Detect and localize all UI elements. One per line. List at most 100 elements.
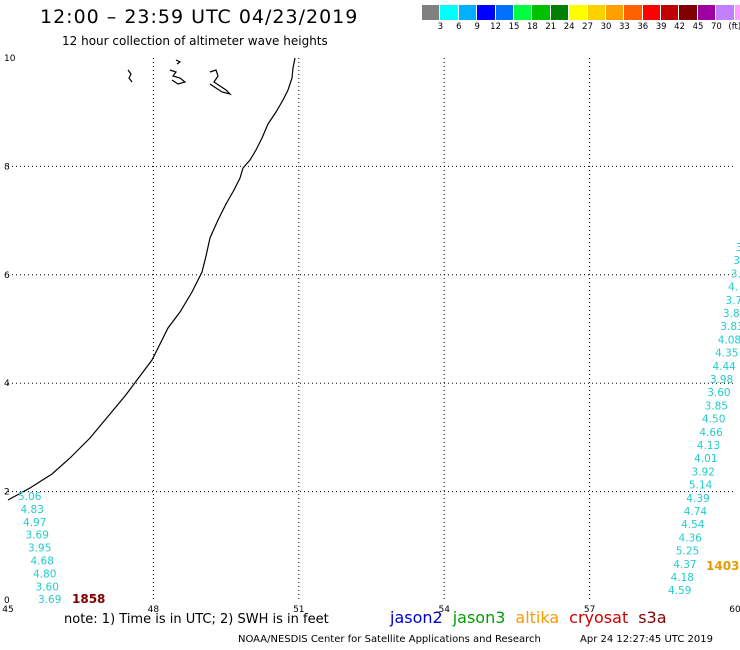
wave-height-value: 3. (731, 268, 740, 280)
wave-height-value: 3.92 (692, 466, 715, 478)
footer-note: note: 1) Time is in UTC; 2) SWH is in fe… (64, 612, 329, 627)
wave-height-value: 3.69 (38, 594, 61, 606)
y-tick-label: 10 (4, 54, 16, 64)
island-1 (127, 69, 133, 83)
satellite-altika: altika (515, 608, 560, 627)
wave-height-value: 4.08 (718, 334, 740, 346)
scale-swatch (458, 5, 478, 20)
y-tick-label: 0 (4, 596, 10, 606)
scale-swatch (679, 5, 698, 20)
wave-height-value: 5.25 (676, 546, 699, 558)
timestamp-text: Apr 24 12:27:45 UTC 2019 (580, 634, 713, 645)
satellite-cryosat: cryosat (569, 608, 629, 627)
scale-swatch (422, 5, 441, 20)
scale-swatch (550, 5, 570, 20)
y-tick-label: 2 (4, 488, 10, 498)
map-grid (8, 58, 735, 600)
scale-swatch (697, 5, 717, 20)
scale-swatch (477, 5, 496, 20)
wave-height-value: 3.98 (710, 374, 733, 386)
wave-height-value: 4.39 (686, 493, 709, 505)
y-tick-label: 6 (4, 271, 10, 281)
x-tick-label: 57 (584, 605, 595, 615)
right-track-values: 3.3.3.4.3.73.83.834.084.354.443.983.603.… (668, 242, 740, 597)
wave-height-value: 5.06 (18, 491, 42, 503)
wave-height-value: 4.13 (697, 440, 720, 452)
wave-height-value: 3.8 (723, 308, 740, 320)
scale-swatch (605, 5, 625, 20)
scale-label: 36 (637, 22, 649, 32)
scale-label: 12 (490, 22, 502, 32)
wave-height-value: 4.44 (712, 361, 736, 373)
x-tick-label: 51 (293, 605, 304, 615)
satellite-jason2: jason2 (390, 608, 443, 627)
wave-height-value: 3.7 (726, 295, 740, 307)
satellite-s3a: s3a (638, 608, 667, 627)
wave-height-value: 4.66 (699, 427, 723, 439)
wave-height-value: 4.36 (678, 532, 702, 544)
wave-height-value: 4.97 (23, 517, 46, 529)
scale-label: (ft) (728, 22, 740, 32)
wave-height-value: 4.37 (673, 559, 696, 571)
wave-height-value: 4.59 (668, 585, 691, 597)
scale-label: 42 (674, 22, 686, 32)
left-track-values: 5.064.834.973.693.954.684.803.603.69 (18, 491, 61, 606)
scale-label: 70 (710, 22, 722, 32)
coastline (7, 57, 296, 501)
credit-text: NOAA/NESDIS Center for Satellite Applica… (238, 634, 541, 645)
scale-swatch (716, 5, 735, 20)
scale-swatch (495, 5, 514, 20)
wave-height-value: 3.60 (36, 581, 59, 593)
scale-label: 39 (655, 22, 667, 32)
left-track-time: 1858 (72, 592, 105, 606)
scale-label: 30 (600, 22, 612, 32)
scale-label: 6 (456, 22, 462, 32)
wave-height-value: 3. (736, 242, 740, 254)
x-tick-label: 54 (438, 605, 450, 615)
right-track-time: 1403 (706, 559, 739, 573)
wave-height-value: 4.18 (671, 572, 694, 584)
wave-height-value: 3.60 (707, 387, 730, 399)
x-tick-label: 60 (729, 605, 740, 615)
wave-height-value: 4. (728, 282, 738, 294)
x-tick-label: 48 (148, 605, 160, 615)
scale-swatch (513, 5, 533, 20)
wave-height-value: 4.01 (694, 453, 717, 465)
wave-height-value: 4.50 (702, 414, 725, 426)
scale-label: 27 (582, 22, 594, 32)
scale-label: 33 (618, 22, 630, 32)
chart-title: 12:00 – 23:59 UTC 04/23/2019 (40, 6, 359, 28)
scale-swatch (569, 5, 588, 20)
wave-height-value: 4.68 (31, 556, 54, 568)
scale-swatch (440, 5, 459, 20)
island-4 (209, 69, 232, 96)
wave-height-value: 4.83 (21, 504, 44, 516)
wave-height-value: 3.85 (705, 400, 728, 412)
wave-height-value: 3.69 (26, 530, 49, 542)
scale-swatch (624, 5, 643, 20)
scale-label: 21 (545, 22, 557, 32)
wave-height-value: 4.74 (684, 506, 708, 518)
wave-height-value: 4.80 (33, 568, 56, 580)
wave-height-value: 5.14 (689, 480, 713, 492)
scale-swatch (661, 5, 680, 20)
scale-label: 24 (563, 22, 575, 32)
scale-swatch (734, 5, 740, 20)
wave-height-value: 4.54 (681, 519, 705, 531)
scale-swatch (587, 5, 606, 20)
scale-label: 45 (692, 22, 704, 32)
chart-subtitle: 12 hour collection of altimeter wave hei… (62, 34, 328, 48)
scale-label: 3 (437, 22, 444, 32)
scale-label: 15 (508, 22, 520, 32)
wave-height-value: 3. (733, 255, 740, 267)
y-tick-label: 4 (4, 379, 10, 389)
scale-swatch (532, 5, 551, 20)
wave-height-value: 3.95 (28, 543, 51, 555)
scale-label: 18 (526, 22, 538, 32)
y-tick-label: 8 (4, 162, 10, 172)
axis-ticks: 45 48 51 54 57 60 0 2 4 6 8 10 (2, 54, 740, 615)
scale-swatch (642, 5, 662, 20)
island-2 (169, 69, 187, 85)
satellite-jason3: jason3 (452, 608, 506, 627)
